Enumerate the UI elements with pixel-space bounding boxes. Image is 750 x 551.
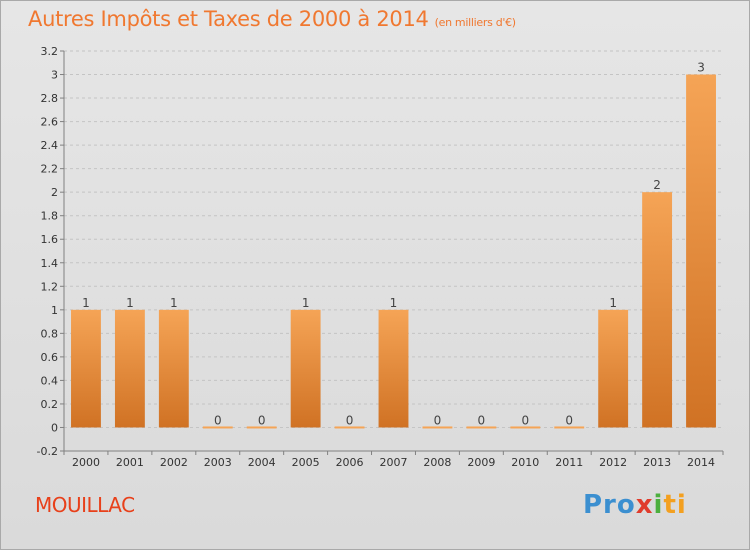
chart-title: Autres Impôts et Taxes de 2000 à 2014 (en… xyxy=(28,7,516,31)
data-label: 0 xyxy=(346,413,354,427)
data-label: 0 xyxy=(521,413,529,427)
x-tick-label: 2001 xyxy=(116,456,144,469)
logo-part: i xyxy=(653,490,664,520)
x-tick-label: 2010 xyxy=(511,456,539,469)
data-label: 1 xyxy=(170,296,178,310)
bar xyxy=(598,309,629,428)
x-tick-label: 2013 xyxy=(643,456,671,469)
bar xyxy=(378,309,409,428)
data-label: 0 xyxy=(434,413,442,427)
y-tick-label: 0.8 xyxy=(41,327,59,340)
chart-subtitle: (en milliers d'€) xyxy=(434,16,516,29)
x-tick-label: 2003 xyxy=(204,456,232,469)
y-tick-label: 2.2 xyxy=(41,163,59,176)
label-layer: 1200012001120020200302004120050200612007… xyxy=(72,61,715,469)
data-label: 1 xyxy=(609,296,617,310)
y-tick-label: 1.2 xyxy=(41,280,59,293)
y-tick-label: -0.2 xyxy=(37,445,58,458)
bar xyxy=(158,309,189,428)
logo-part: Pro xyxy=(583,490,636,520)
x-tick-label: 2009 xyxy=(467,456,495,469)
bar xyxy=(686,74,716,428)
x-tick-label: 2014 xyxy=(687,456,715,469)
bar xyxy=(334,426,365,429)
bar xyxy=(466,426,497,429)
axis-layer: -0.2 0 0.2 0.4 0.6 0.8 1 1.2 1.4 1.6 1.8 2 2.2 2.4 2.6… xyxy=(37,45,724,458)
y-tick-label: 0 xyxy=(51,421,58,434)
y-tick-label: 1.6 xyxy=(41,233,59,246)
y-tick-label: 0.6 xyxy=(41,351,59,364)
x-tick-label: 2004 xyxy=(248,456,276,469)
bar xyxy=(510,426,541,429)
data-label: 2 xyxy=(653,178,661,192)
x-tick-label: 2002 xyxy=(160,456,188,469)
x-tick-label: 2007 xyxy=(380,456,408,469)
bar xyxy=(71,309,101,428)
data-label: 0 xyxy=(258,413,266,427)
y-tick-label: 3 xyxy=(51,69,58,82)
data-label: 1 xyxy=(82,296,90,310)
y-tick-label: 2.8 xyxy=(41,92,59,105)
y-tick-label: 0.2 xyxy=(41,398,59,411)
x-tick-label: 2005 xyxy=(292,456,320,469)
x-tick-label: 2012 xyxy=(599,456,627,469)
data-label: 0 xyxy=(565,413,573,427)
chart-title-text: Autres Impôts et Taxes de 2000 à 2014 xyxy=(28,7,429,31)
bar xyxy=(554,426,585,429)
data-label: 0 xyxy=(478,413,486,427)
x-tick-label: 2011 xyxy=(555,456,583,469)
x-tick-label: 2000 xyxy=(72,456,100,469)
bar xyxy=(422,426,453,429)
bar xyxy=(642,192,673,428)
bar-layer xyxy=(71,74,716,429)
data-label: 0 xyxy=(214,413,222,427)
commune-name: MOUILLAC xyxy=(35,493,135,517)
bar xyxy=(114,309,145,428)
y-tick-label: 1.4 xyxy=(41,257,59,270)
logo-part: x xyxy=(635,490,654,520)
data-label: 1 xyxy=(302,296,310,310)
bar xyxy=(246,426,277,429)
data-label: 1 xyxy=(126,296,134,310)
x-tick-label: 2006 xyxy=(336,456,364,469)
y-tick-label: 2.6 xyxy=(41,116,59,129)
y-tick-label: 2.4 xyxy=(41,139,59,152)
y-tick-label: 1 xyxy=(51,304,58,317)
y-tick-label: 3.2 xyxy=(41,45,59,58)
x-tick-label: 2008 xyxy=(423,456,451,469)
bar xyxy=(202,426,233,429)
data-label: 3 xyxy=(697,61,705,75)
y-tick-label: 2 xyxy=(51,186,58,199)
y-tick-label: 0.4 xyxy=(41,374,59,387)
logo-part: ti xyxy=(663,490,687,520)
data-label: 1 xyxy=(390,296,398,310)
proxiti-logo[interactable]: Proxiti xyxy=(583,490,687,520)
y-tick-label: 1.8 xyxy=(41,210,59,223)
bar xyxy=(290,309,321,428)
